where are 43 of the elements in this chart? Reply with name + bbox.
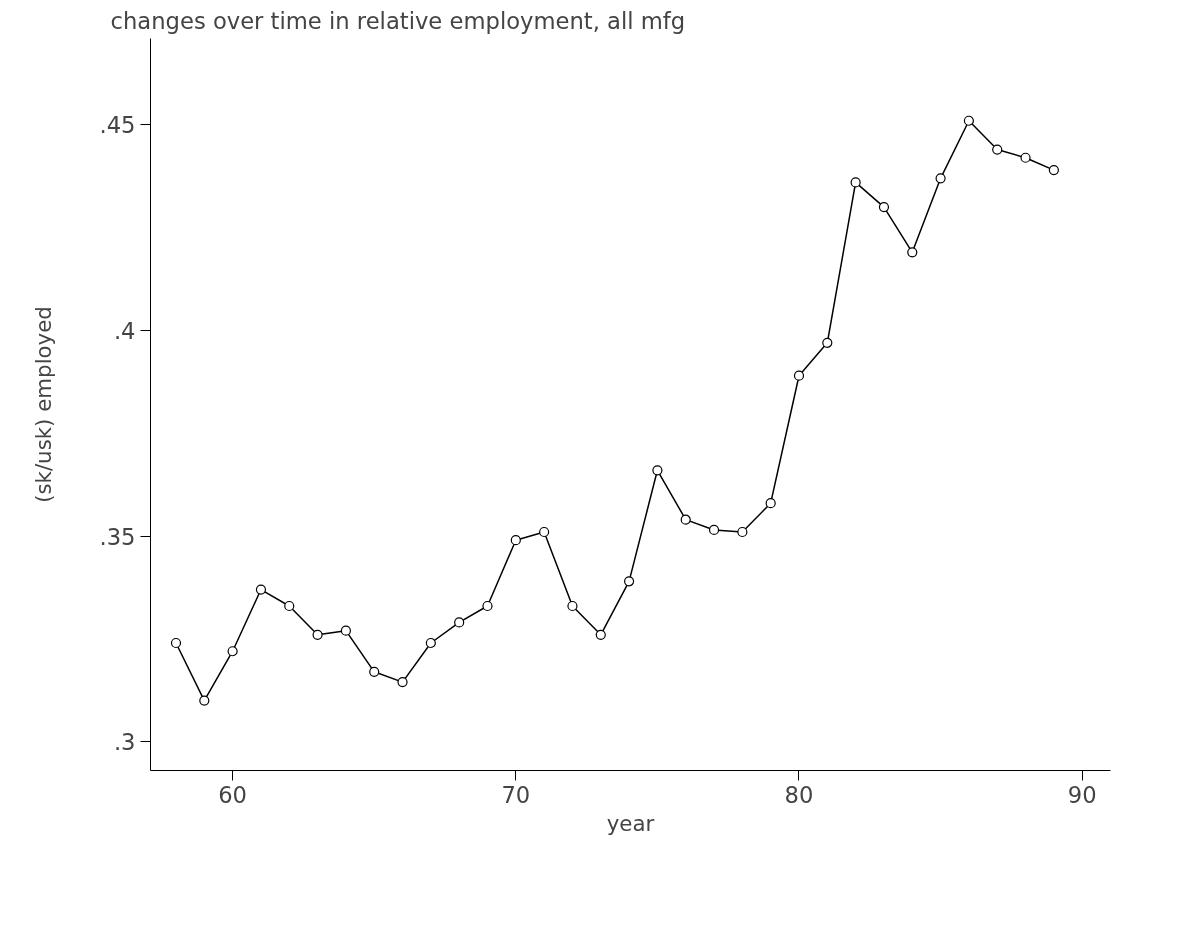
point [737, 526, 748, 538]
point [255, 584, 267, 595]
y-tick-label: .3 [113, 729, 136, 756]
point [567, 600, 578, 612]
point [595, 629, 606, 640]
point [539, 526, 550, 538]
point [510, 535, 521, 546]
point [708, 524, 720, 536]
x-tick-label: 60 [218, 781, 248, 808]
point [312, 629, 323, 640]
point [1048, 165, 1059, 176]
point [454, 617, 465, 628]
point [482, 600, 493, 612]
point [227, 646, 238, 657]
point [793, 370, 805, 381]
x-axis-title: year [606, 810, 655, 836]
point [340, 625, 351, 636]
point [199, 695, 210, 706]
point [284, 600, 295, 612]
point [623, 576, 635, 587]
chart-title: changes over time in relative employment, all mfg [110, 7, 686, 34]
point [935, 173, 946, 184]
x-tick-label: 70 [501, 781, 531, 808]
point [369, 666, 380, 677]
point [992, 144, 1003, 155]
point [425, 637, 436, 649]
y-tick-label: .45 [99, 112, 136, 139]
y-tick-label: .35 [99, 523, 136, 550]
point [765, 498, 776, 509]
point [397, 676, 408, 688]
point [907, 247, 918, 258]
point [878, 202, 890, 213]
point [170, 637, 182, 649]
point [963, 115, 975, 126]
point [850, 177, 861, 188]
y-tick-label: .4 [113, 317, 136, 344]
x-tick-label: 90 [1067, 781, 1097, 808]
point [652, 465, 663, 476]
point [1020, 152, 1031, 163]
point [680, 514, 691, 525]
x-tick-label: 80 [784, 781, 814, 808]
point [822, 337, 833, 348]
y-axis-title: (sk/usk) employed [31, 306, 57, 503]
